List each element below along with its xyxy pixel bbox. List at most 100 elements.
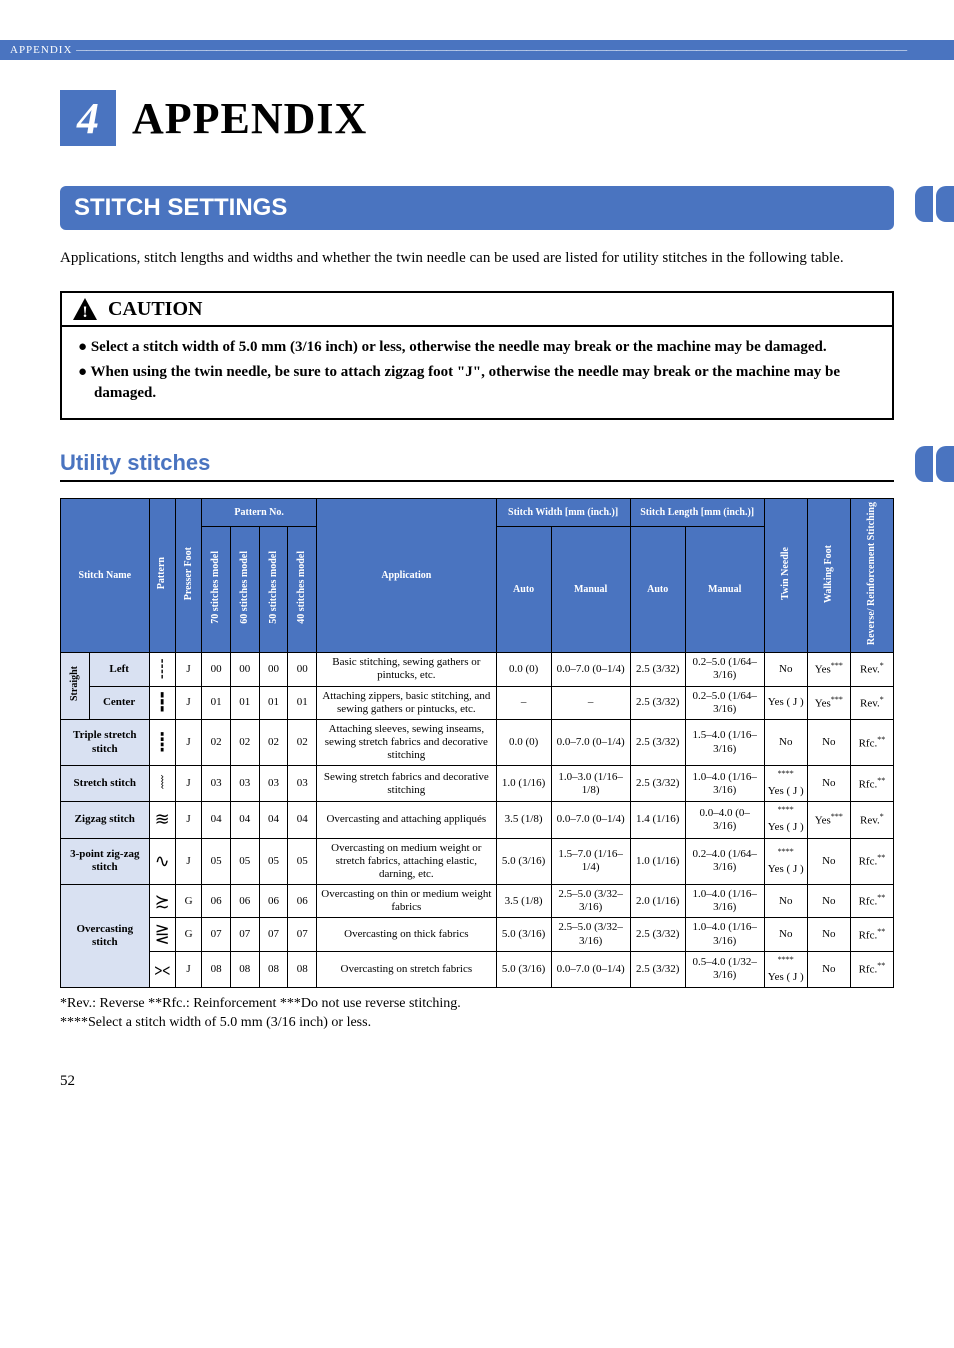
table-cell: Yes*** [807, 653, 850, 686]
table-row: Center┇J01010101Attaching zippers, basic… [61, 686, 894, 719]
table-cell: 00 [202, 653, 231, 686]
table-cell: No [764, 653, 807, 686]
th-twin-needle: Twin Needle [764, 499, 807, 653]
table-row: StraightLeft┊J00000000Basic stitching, s… [61, 653, 894, 686]
tab-decoration [915, 446, 954, 482]
table-cell: 05 [259, 838, 288, 885]
table-cell: Rev.* [850, 802, 893, 838]
table-cell: ****Yes ( J ) [764, 838, 807, 885]
table-cell: 02 [230, 719, 259, 766]
table-cell: 1.0–4.0 (1/16–3/16) [685, 918, 764, 951]
table-cell: No [807, 766, 850, 802]
table-cell: – [496, 686, 551, 719]
table-cell: 00 [230, 653, 259, 686]
table-cell: Rfc.** [850, 918, 893, 951]
table-cell: Rfc.** [850, 885, 893, 918]
table-cell: No [764, 719, 807, 766]
table-cell: 0.0–4.0 (0–3/16) [685, 802, 764, 838]
th-application: Application [317, 499, 497, 653]
table-cell: J [175, 686, 201, 719]
th-m40: 40 stitches model [288, 527, 317, 653]
table-header: Stitch Name Pattern Presser Foot Pattern… [61, 499, 894, 653]
table-row: Overcasting stitch≿G06060606Overcasting … [61, 885, 894, 918]
table-cell: ┇ [149, 686, 175, 719]
table-cell: 0.0–7.0 (0–1/4) [551, 802, 630, 838]
table-cell: 05 [288, 838, 317, 885]
table-cell: ≋ [149, 802, 175, 838]
page-header: APPENDIX ———————————————————————————————… [0, 40, 954, 60]
table-cell: Rfc.** [850, 719, 893, 766]
table-cell: 0.2–5.0 (1/64–3/16) [685, 686, 764, 719]
table-cell: 06 [202, 885, 231, 918]
table-cell: 02 [259, 719, 288, 766]
table-cell: 04 [202, 802, 231, 838]
intro-paragraph: Applications, stitch lengths and widths … [60, 248, 894, 269]
th-w-auto: Auto [496, 527, 551, 653]
table-cell: 01 [202, 686, 231, 719]
th-stitch-length: Stitch Length [mm (inch.)] [630, 499, 764, 527]
table-cell: 2.5 (3/32) [630, 766, 685, 802]
table-cell: 1.0–4.0 (1/16–3/16) [685, 766, 764, 802]
table-cell: Overcasting on thick fabrics [317, 918, 497, 951]
table-cell: 3-point zig-zag stitch [61, 838, 150, 885]
table-cell: 0.2–4.0 (1/64–3/16) [685, 838, 764, 885]
th-m70: 70 stitches model [202, 527, 231, 653]
table-cell: 2.5 (3/32) [630, 918, 685, 951]
table-cell: ∿ [149, 838, 175, 885]
table-cell: Zigzag stitch [61, 802, 150, 838]
table-cell: ****Yes ( J ) [764, 951, 807, 987]
section-banner: STITCH SETTINGS [60, 186, 894, 230]
table-cell: Rfc.** [850, 838, 893, 885]
table-cell: J [175, 719, 201, 766]
th-pattern-no: Pattern No. [202, 499, 317, 527]
table-cell: 3.5 (1/8) [496, 885, 551, 918]
caution-item: Select a stitch width of 5.0 mm (3/16 in… [78, 337, 876, 358]
table-cell: Overcasting and attaching appliqués [317, 802, 497, 838]
table-cell: J [175, 951, 201, 987]
table-cell: 04 [230, 802, 259, 838]
table-cell: 2.5–5.0 (3/32–3/16) [551, 885, 630, 918]
caution-label: CAUTION [108, 298, 202, 321]
table-cell: 06 [259, 885, 288, 918]
header-dashes: ————————————————————————————————————————… [76, 44, 906, 56]
table-cell: Rev.* [850, 653, 893, 686]
table-cell: 08 [259, 951, 288, 987]
footnote-line: *Rev.: Reverse **Rfc.: Reinforcement ***… [60, 994, 894, 1014]
table-cell: 1.0–3.0 (1/16–1/8) [551, 766, 630, 802]
table-row: Zigzag stitch≋J04040404Overcasting and a… [61, 802, 894, 838]
table-cell: 07 [288, 918, 317, 951]
th-reverse: Reverse/ Reinforcement Stitching [850, 499, 893, 653]
table-cell: 5.0 (3/16) [496, 918, 551, 951]
table-cell: 08 [230, 951, 259, 987]
table-cell: 1.4 (1/16) [630, 802, 685, 838]
table-cell: 0.0 (0) [496, 653, 551, 686]
table-cell: 02 [202, 719, 231, 766]
table-cell: 06 [288, 885, 317, 918]
subsection-title: Utility stitches [60, 450, 210, 475]
table-cell: 00 [288, 653, 317, 686]
table-cell: 3.5 (1/8) [496, 802, 551, 838]
table-cell: No [807, 838, 850, 885]
th-w-manual: Manual [551, 527, 630, 653]
table-row: Stretch stitch⦚J03030303Sewing stretch f… [61, 766, 894, 802]
table-cell: Overcasting on medium weight or stretch … [317, 838, 497, 885]
page-number: 52 [60, 1073, 894, 1090]
table-cell: 07 [259, 918, 288, 951]
table-cell: 05 [230, 838, 259, 885]
table-cell: 5.0 (3/16) [496, 951, 551, 987]
table-cell: Yes*** [807, 686, 850, 719]
table-cell: 02 [288, 719, 317, 766]
table-cell: 5.0 (3/16) [496, 838, 551, 885]
table-cell: ****Yes ( J ) [764, 802, 807, 838]
footnote-line: ****Select a stitch width of 5.0 mm (3/1… [60, 1013, 894, 1033]
table-cell: 08 [288, 951, 317, 987]
table-row: ⪥J08080808Overcasting on stretch fabrics… [61, 951, 894, 987]
table-cell: 0.0–7.0 (0–1/4) [551, 719, 630, 766]
table-cell: Overcasting on thin or medium weight fab… [317, 885, 497, 918]
table-cell: ┋ [149, 719, 175, 766]
table-cell: 04 [288, 802, 317, 838]
table-cell: Rfc.** [850, 766, 893, 802]
table-cell: 2.5 (3/32) [630, 653, 685, 686]
table-cell: 1.0 (1/16) [496, 766, 551, 802]
table-cell: Stretch stitch [61, 766, 150, 802]
